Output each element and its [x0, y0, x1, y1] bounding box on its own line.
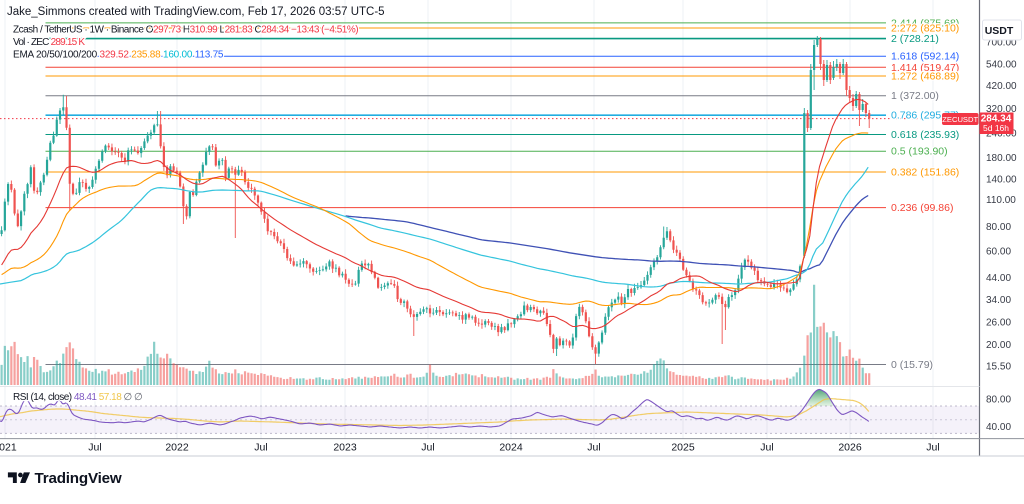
svg-text:0.382 (151.86): 0.382 (151.86) [891, 167, 959, 179]
svg-text:USDT: USDT [985, 25, 1014, 37]
svg-text:0.236 (99.86): 0.236 (99.86) [891, 202, 953, 214]
svg-text:Jul: Jul [88, 442, 101, 454]
svg-text:Jul: Jul [421, 442, 434, 454]
svg-text:ZECUSDT: ZECUSDT [942, 115, 978, 124]
svg-text:2025: 2025 [671, 442, 695, 454]
svg-text:26.00: 26.00 [986, 318, 1011, 329]
svg-text:60.00: 60.00 [986, 247, 1011, 258]
svg-text:44.00: 44.00 [986, 273, 1011, 284]
svg-text:40.00: 40.00 [986, 422, 1011, 433]
svg-text:Jul: Jul [760, 442, 773, 454]
svg-text:180.00: 180.00 [986, 153, 1017, 164]
svg-text:0 (15.79): 0 (15.79) [891, 359, 933, 371]
svg-text:80.00: 80.00 [986, 222, 1011, 233]
svg-text:2023: 2023 [333, 442, 357, 454]
svg-text:Jul: Jul [926, 442, 939, 454]
svg-text:Vol · ZEC 289.15 K: Vol · ZEC 289.15 K [13, 37, 85, 48]
svg-text:0.5 (193.90): 0.5 (193.90) [891, 146, 948, 158]
svg-text:20.00: 20.00 [986, 340, 1011, 351]
svg-text:420.00: 420.00 [986, 81, 1017, 92]
svg-text:540.00: 540.00 [986, 60, 1017, 71]
svg-text:RSI (14, close) 48.41 57.18 ∅: RSI (14, close) 48.41 57.18 ∅ ∅ [13, 392, 142, 403]
svg-text:2026: 2026 [838, 442, 862, 454]
svg-text:1.272 (468.89): 1.272 (468.89) [891, 71, 959, 83]
svg-text:2 (728.21): 2 (728.21) [891, 33, 939, 45]
svg-text:15.50: 15.50 [986, 362, 1011, 373]
svg-text:Zcash / TetherUS · 1W · Binanc: Zcash / TetherUS · 1W · Binance O297.73 … [13, 25, 358, 36]
svg-text:2021: 2021 [0, 442, 17, 454]
svg-text:1 (372.00): 1 (372.00) [891, 90, 939, 102]
svg-text:110.00: 110.00 [986, 195, 1016, 206]
svg-text:EMA 20/50/100/200 329.52 235.8: EMA 20/50/100/200 329.52 235.88 160.00 1… [13, 50, 224, 61]
svg-text:TradingView: TradingView [35, 470, 122, 487]
svg-text:5d 16h: 5d 16h [983, 123, 1009, 133]
svg-text:80.00: 80.00 [986, 395, 1011, 406]
svg-text:Jul: Jul [254, 442, 267, 454]
svg-text:2024: 2024 [499, 442, 523, 454]
svg-text:0.618 (235.93): 0.618 (235.93) [891, 129, 959, 141]
svg-text:Jake_Simmons created with Trad: Jake_Simmons created with TradingView.co… [7, 6, 385, 18]
svg-text:34.00: 34.00 [986, 295, 1011, 306]
svg-text:140.00: 140.00 [986, 174, 1017, 185]
svg-text:2022: 2022 [165, 442, 189, 454]
svg-text:Jul: Jul [587, 442, 600, 454]
